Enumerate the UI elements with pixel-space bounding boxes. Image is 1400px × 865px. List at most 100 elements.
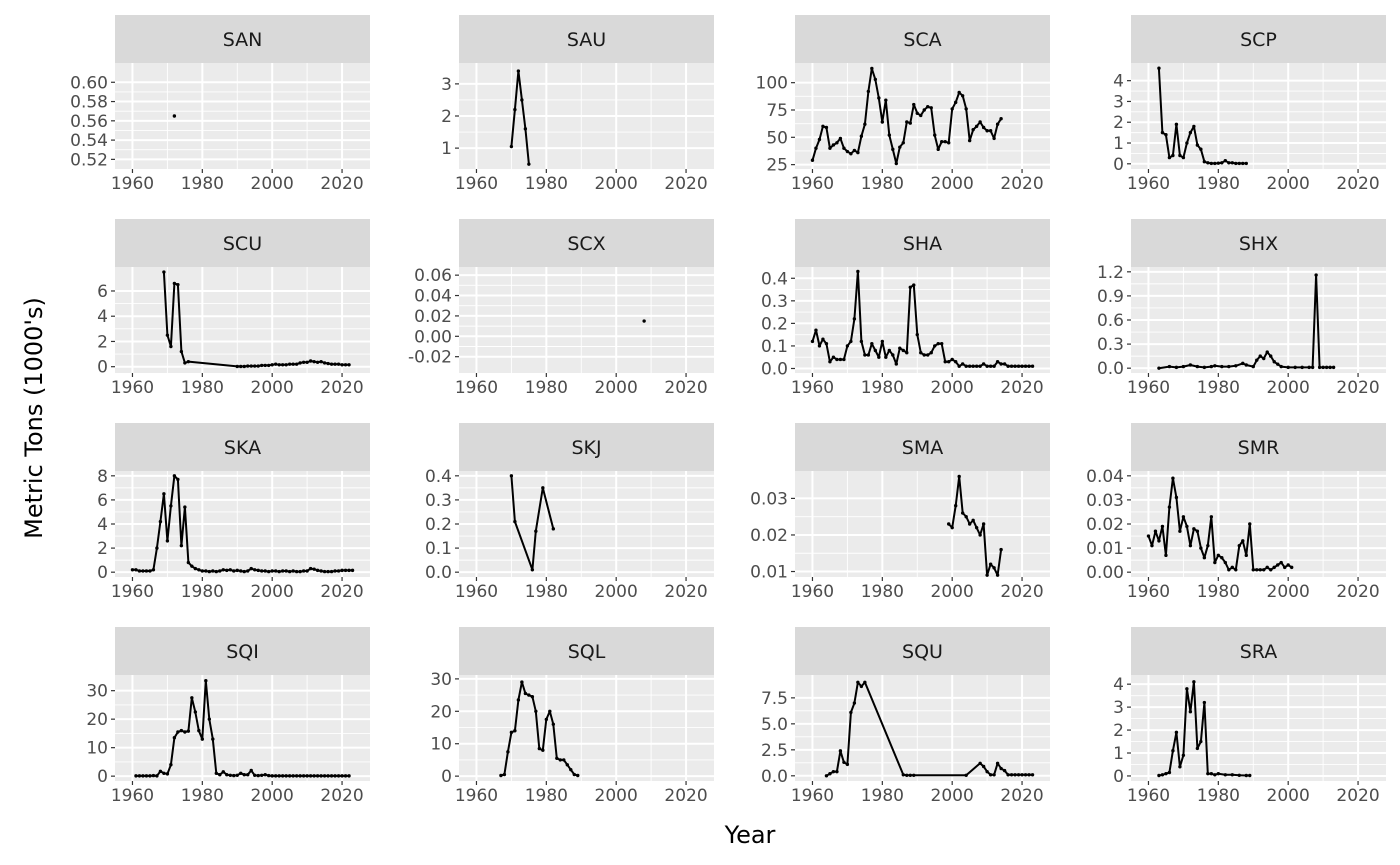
- panel-sau-x-tick-label: 2000: [595, 174, 638, 194]
- panel-sca-y-tick-label: 50: [766, 128, 788, 148]
- panel-scu-point: [333, 362, 337, 366]
- panel-sra-point: [1171, 749, 1175, 753]
- panel-ska-point: [312, 567, 316, 571]
- panel-scx: SCX 1960 1980 2000 2020 -0.020.000.020.040.06: [408, 219, 714, 398]
- y-axis-title: Metric Tons (1000's): [20, 297, 48, 539]
- panel-scu-point: [235, 364, 239, 369]
- panel-ska-y-tick-label: 6: [97, 491, 108, 511]
- panel-sca-point: [943, 139, 947, 144]
- panel-sau-point: [516, 69, 521, 73]
- panel-shx-point: [1324, 365, 1329, 370]
- panel-sql-point: [502, 772, 507, 777]
- panel-shx-point: [1328, 365, 1332, 370]
- panel-ska-strip: [115, 423, 370, 471]
- panel-sqi-x-tick-label: 2000: [251, 786, 294, 806]
- x-axis-title: Year: [724, 821, 776, 849]
- panel-sqi-x-tick-label: 2020: [320, 786, 363, 806]
- panel-ska-point: [144, 569, 149, 573]
- panel-ska-point: [266, 569, 271, 574]
- panel-sha-point: [870, 341, 874, 346]
- panel-scp-point: [1188, 130, 1193, 135]
- panel-squ-point: [1009, 773, 1014, 777]
- panel-sha-point: [995, 360, 1000, 364]
- panel-ska-point: [235, 568, 239, 573]
- panel-sqi-point: [134, 774, 138, 778]
- panel-san-x-tick-label: 1960: [111, 174, 154, 194]
- panel-sha-point: [926, 353, 930, 357]
- panel-sqi-point: [141, 774, 145, 778]
- panel-sqi-point: [298, 774, 302, 778]
- panel-smr-point: [1244, 553, 1248, 558]
- panel-sha-point: [821, 337, 825, 341]
- panel-smr-point: [1181, 515, 1186, 519]
- panel-sql-point: [534, 709, 538, 714]
- panel-scp-x-tick-label: 1980: [1197, 174, 1240, 194]
- panel-scp-point: [1244, 161, 1248, 166]
- panel-shx-point: [1265, 350, 1269, 354]
- panel-sau-point: [509, 144, 514, 149]
- panel-shx-y-tick-label: 0.9: [1097, 287, 1124, 307]
- panel-shx-y-tick-label: 0.6: [1097, 311, 1124, 331]
- panel-sha-x-tick-label: 1960: [791, 378, 834, 398]
- panel-scp-point: [1181, 155, 1186, 160]
- panel-sqi-point: [190, 696, 194, 700]
- panel-scx-strip-label: SCX: [567, 233, 605, 255]
- panel-sca-strip: [795, 15, 1050, 63]
- panel-sha-point: [901, 348, 905, 353]
- panel-sra-point: [1164, 771, 1168, 776]
- panel-shx-point: [1244, 363, 1248, 367]
- panel-skj-y-tick-label: 0.2: [425, 515, 452, 535]
- panel-sra-point: [1185, 687, 1189, 691]
- panel-smr-point: [1255, 568, 1259, 572]
- panel-scp-point: [1202, 160, 1207, 164]
- panel-sha-point: [1016, 364, 1021, 368]
- panel-smr-point: [1276, 563, 1280, 567]
- panel-scu-point: [291, 362, 295, 366]
- panel-ska-point: [130, 568, 135, 572]
- panel-sqi-point: [186, 729, 191, 733]
- panel-sha-point: [863, 353, 867, 357]
- panel-sqi-point: [158, 769, 163, 774]
- panel-sma-y-tick-label: 0.01: [750, 563, 788, 583]
- panel-sha-point: [880, 339, 885, 344]
- panel-sca-point: [901, 141, 905, 145]
- panel-sra-background: [1131, 675, 1386, 781]
- panel-shx-point: [1209, 364, 1214, 369]
- panel-smr-point: [1272, 565, 1276, 570]
- panel-scp-y-tick-label: 0: [1113, 155, 1124, 175]
- panel-sqi-y-tick-label: 20: [86, 710, 108, 730]
- panel-sca-point: [957, 90, 961, 95]
- panel-squ-strip: [795, 627, 1050, 675]
- panel-sqi-x-tick-label: 1960: [111, 786, 154, 806]
- panel-sma-point: [964, 514, 968, 519]
- panel-scu-y-tick-label: 2: [97, 332, 108, 352]
- panel-sra-strip: [1131, 627, 1386, 675]
- panel-squ-point: [1023, 773, 1028, 777]
- panel-sqi-point: [326, 774, 330, 778]
- panel-sha-point: [933, 344, 937, 348]
- panel-sha-point: [967, 364, 972, 368]
- panel-sqi-y-tick-label: 10: [86, 739, 108, 759]
- panel-sca-point: [835, 141, 839, 145]
- panel-sau-y-tick-label: 1: [441, 139, 452, 159]
- panel-squ-point: [838, 749, 843, 753]
- panel-sqi-point: [284, 774, 288, 778]
- panel-shx-point: [1272, 360, 1276, 364]
- panel-shx-point: [1286, 365, 1290, 370]
- panel-sqi-point: [148, 774, 152, 778]
- panel-skj-y-tick-label: 0.0: [425, 563, 452, 583]
- panel-scu-point: [253, 364, 257, 368]
- panel-sqi-point: [225, 773, 229, 777]
- panel-sqi-point: [291, 774, 295, 778]
- panel-sma-point: [953, 504, 958, 508]
- panel-squ-point: [964, 773, 968, 777]
- panel-sqi-point: [253, 773, 257, 778]
- panel-ska-point: [242, 569, 246, 574]
- panel-sql-point: [555, 756, 559, 761]
- panel-sqi-point: [270, 774, 274, 778]
- panel-sca-point: [978, 120, 982, 124]
- panel-ska-point: [162, 492, 166, 496]
- panel-squ-x-tick-label: 2000: [931, 786, 974, 806]
